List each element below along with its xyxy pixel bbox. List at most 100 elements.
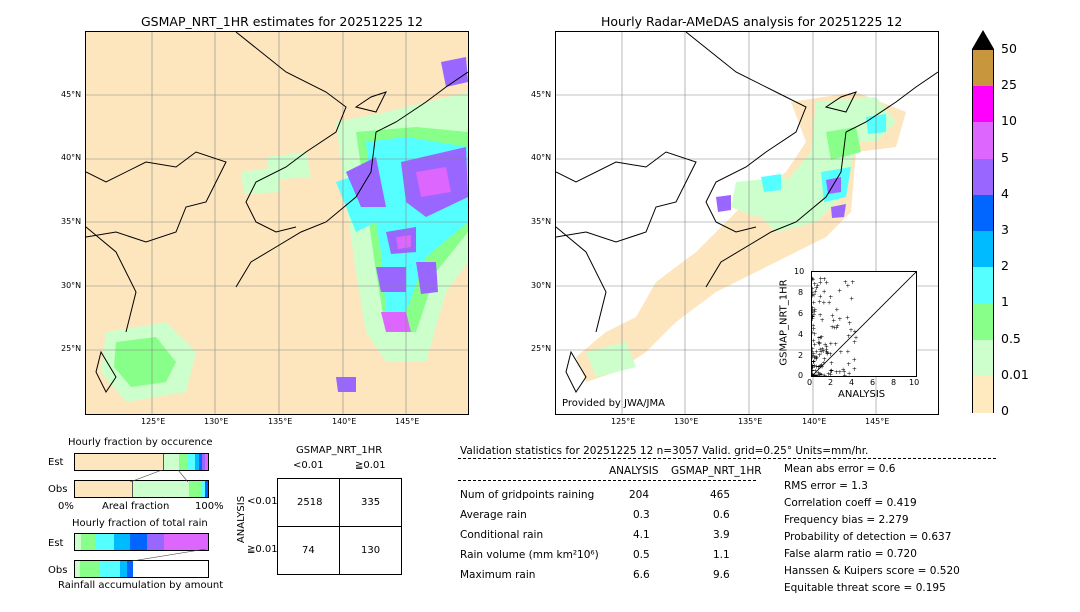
stat-row-analysis: 204 bbox=[629, 489, 650, 501]
tr-est-seg-1 bbox=[75, 534, 81, 550]
colorbar-segment bbox=[973, 231, 993, 268]
total-rain-est-label: Est bbox=[48, 538, 64, 549]
scatter-point: + bbox=[821, 360, 826, 367]
scatter-xtick-4: 4 bbox=[849, 378, 855, 387]
score-frequency-bias: Frequency bias = 2.279 bbox=[784, 514, 909, 526]
scatter-point: + bbox=[847, 370, 852, 376]
scatter-point: + bbox=[828, 294, 833, 301]
validation-col-rule bbox=[458, 480, 756, 481]
occurrence-axis-left: 0% bbox=[58, 501, 74, 512]
left-lon-label-140: 140°E bbox=[332, 417, 357, 426]
colorbar-label: 2 bbox=[1001, 258, 1009, 274]
scatter-point: + bbox=[812, 353, 815, 360]
stat-row-label: Conditional rain bbox=[460, 529, 544, 541]
scatter-points: ++++++++++++++++++++++++++++++++++++++++… bbox=[809, 276, 858, 380]
right-coastline bbox=[556, 32, 938, 393]
scatter-ytick-0: 0 bbox=[798, 371, 804, 380]
stat-row-analysis: 4.1 bbox=[633, 529, 650, 541]
scatter-point: + bbox=[816, 370, 821, 376]
colorbar-segment bbox=[973, 194, 993, 232]
right-lat-label-40: 40°N bbox=[531, 153, 552, 162]
colorbar-segment bbox=[973, 86, 993, 124]
scatter-point: + bbox=[812, 306, 817, 313]
colorbar-segment bbox=[973, 267, 993, 305]
scatter-point: + bbox=[843, 279, 848, 286]
scatter-point: + bbox=[812, 363, 817, 370]
stat-row-gsmap: 1.1 bbox=[713, 549, 730, 561]
tr-obs-seg-1 bbox=[75, 561, 80, 577]
scatter-point: + bbox=[812, 276, 815, 283]
contingency-row-header-1: <0.01 bbox=[247, 496, 278, 507]
stat-row-gsmap: 3.9 bbox=[713, 529, 730, 541]
scatter-point: + bbox=[845, 349, 850, 356]
colorbar-extend-arrow bbox=[972, 30, 994, 49]
occ-est-seg-1 bbox=[75, 454, 163, 470]
colorbar-label: 25 bbox=[1001, 77, 1017, 93]
right-map: + + + + + + + + + + + + + + + + + + + + + + + + + + + + + + + + + + + + + + + +… bbox=[555, 31, 939, 415]
scatter-point: + bbox=[852, 339, 857, 346]
right-lon-label-140: 140°E bbox=[802, 417, 827, 426]
scatter-point: + bbox=[824, 346, 829, 353]
scatter-point: + bbox=[820, 346, 825, 353]
scatter-xlabel: ANALYSIS bbox=[838, 389, 886, 400]
scatter-point: + bbox=[829, 360, 834, 367]
scatter-point: + bbox=[816, 364, 821, 371]
tr-est-seg-6 bbox=[147, 534, 164, 550]
scatter-point: + bbox=[846, 361, 851, 368]
colorbar-label: 10 bbox=[1001, 113, 1017, 129]
left-lon-label-135: 135°E bbox=[268, 417, 293, 426]
stat-row-gsmap: 465 bbox=[710, 489, 731, 501]
scatter-point: + bbox=[828, 368, 833, 375]
scatter-xtick-0: 0 bbox=[807, 378, 813, 387]
scatter-point: + bbox=[817, 371, 822, 376]
contingency-cell-00: 2518 bbox=[297, 497, 323, 508]
colorbar-label: 0.01 bbox=[1001, 366, 1029, 382]
occurrence-obs-label: Obs bbox=[48, 484, 68, 495]
left-lon-label-130: 130°E bbox=[204, 417, 229, 426]
stat-row-label: Average rain bbox=[460, 509, 527, 521]
validation-col2-header: GSMAP_NRT_1HR bbox=[671, 465, 762, 477]
left-lon-label-145: 145°E bbox=[395, 417, 420, 426]
scatter-point: + bbox=[847, 320, 852, 327]
scatter-point: + bbox=[818, 363, 823, 370]
colorbar-segment bbox=[973, 158, 993, 196]
occurrence-title: Hourly fraction by occurence bbox=[68, 437, 213, 448]
scatter-point: + bbox=[853, 335, 858, 342]
occurrence-axis-right: 100% bbox=[195, 501, 224, 512]
validation-header: Validation statistics for 20251225 12 n=… bbox=[460, 445, 869, 457]
scatter-point: + bbox=[821, 300, 826, 307]
tr-obs-seg-6 bbox=[133, 561, 208, 577]
scatter-point: + bbox=[818, 279, 823, 286]
occ-est-seg-6 bbox=[199, 454, 202, 470]
tr-obs-seg-2 bbox=[80, 561, 100, 577]
scatter-point: + bbox=[852, 357, 857, 364]
total-rain-connectors bbox=[131, 549, 207, 561]
scatter-point: + bbox=[831, 318, 836, 325]
scatter-point: + bbox=[824, 280, 829, 287]
right-lon-label-135: 135°E bbox=[738, 417, 763, 426]
scatter-point: + bbox=[820, 317, 825, 324]
colorbar bbox=[972, 30, 994, 414]
scatter-point: + bbox=[812, 305, 815, 312]
scatter-point: + bbox=[813, 368, 818, 375]
scatter-ylabel: GSMAP_NRT_1HR bbox=[778, 279, 790, 366]
scatter-point: + bbox=[812, 292, 815, 299]
scatter-point: + bbox=[845, 282, 850, 289]
scatter-point: + bbox=[812, 372, 815, 376]
scatter-point: + bbox=[818, 312, 823, 319]
left-map-grid bbox=[86, 32, 468, 414]
contingency-grid: 2518 335 74 130 bbox=[277, 478, 402, 575]
occurrence-est-label: Est bbox=[48, 457, 64, 468]
scatter-point: + bbox=[812, 310, 815, 317]
scatter-point: + bbox=[814, 364, 819, 371]
scatter-point: + bbox=[820, 363, 825, 370]
scatter-point: + bbox=[813, 354, 818, 361]
scatter-xtick-6: 6 bbox=[870, 378, 876, 387]
scatter-point: + bbox=[829, 367, 834, 374]
credit-label: Provided by JWA/JMA bbox=[562, 398, 665, 409]
stat-row-label: Num of gridpoints raining bbox=[460, 489, 595, 501]
scatter-point: + bbox=[812, 365, 815, 372]
left-map-title: GSMAP_NRT_1HR estimates for 20251225 12 bbox=[141, 14, 423, 29]
scatter-point: + bbox=[828, 351, 833, 358]
tr-est-seg-2 bbox=[81, 534, 96, 550]
